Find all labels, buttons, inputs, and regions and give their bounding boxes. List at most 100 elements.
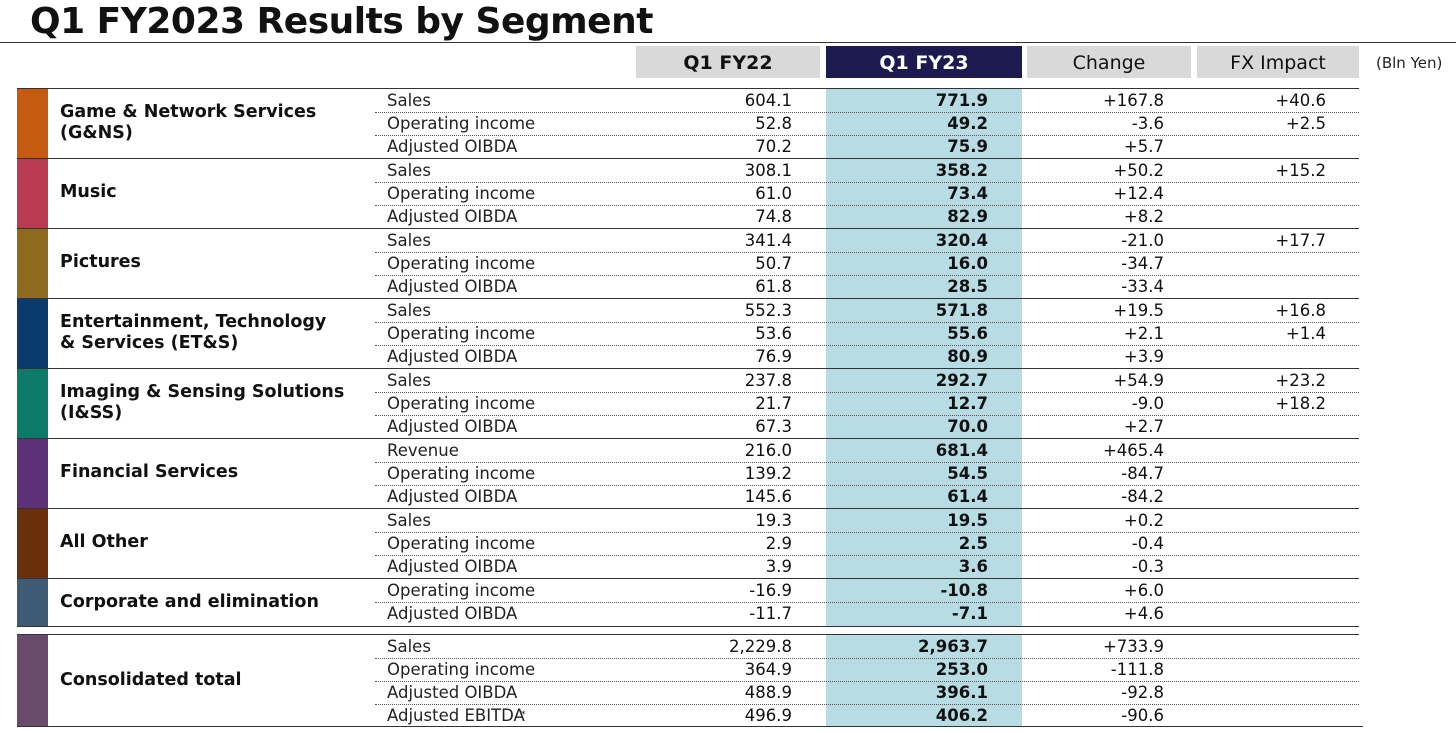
table-row: Operating income 139.2 54.5 -84.7: [0, 462, 1456, 485]
value-q1-fy23: 80.9: [947, 347, 988, 366]
metric-label: Sales: [387, 511, 431, 530]
value-change: +2.7: [1123, 417, 1164, 436]
table-row: Operating income 21.7 12.7 -9.0 +18.2: [0, 392, 1456, 415]
value-q1-fy22: 139.2: [744, 464, 792, 483]
segment-top-rule: [17, 508, 1359, 509]
segment-top-rule: [17, 298, 1359, 299]
row-separator: [375, 252, 1359, 253]
table-row: Sales 237.8 292.7 +54.9 +23.2: [0, 369, 1456, 392]
value-q1-fy23: 571.8: [935, 301, 988, 320]
value-q1-fy22: 216.0: [744, 441, 792, 460]
table-row: Revenue 216.0 681.4 +465.4: [0, 439, 1456, 462]
segment-name: All Other: [60, 532, 148, 552]
value-change: -84.7: [1121, 464, 1164, 483]
value-q1-fy22: 496.9: [744, 706, 792, 725]
segment-color-bar: [17, 579, 48, 627]
value-q1-fy22: 70.2: [755, 137, 792, 156]
value-change: -84.2: [1121, 487, 1164, 506]
value-q1-fy23: 73.4: [947, 184, 988, 203]
value-change: +5.7: [1123, 137, 1164, 156]
value-q1-fy22: 67.3: [755, 417, 792, 436]
value-change: +0.2: [1123, 511, 1164, 530]
segments-bottom-rule: [17, 626, 1359, 627]
metric-label: Operating income: [387, 534, 536, 553]
value-q1-fy22: 50.7: [755, 254, 792, 273]
value-q1-fy23: 55.6: [947, 324, 988, 343]
value-q1-fy23: 406.2: [935, 706, 988, 725]
row-separator: [375, 602, 1359, 603]
value-change: -0.3: [1131, 557, 1164, 576]
highlight-band: [826, 509, 1022, 578]
value-q1-fy23: 771.9: [935, 91, 988, 110]
value-q1-fy23: 253.0: [935, 660, 988, 679]
value-q1-fy23: 70.0: [947, 417, 988, 436]
table-row: Adjusted OIBDA 67.3 70.0 +2.7: [0, 415, 1456, 438]
value-q1-fy22: -11.7: [749, 604, 792, 623]
segment-name: Corporate and elimination: [60, 591, 319, 612]
row-separator: [375, 415, 1359, 416]
metric-label: Sales: [387, 371, 431, 390]
segment-color-bar: [17, 299, 48, 368]
row-separator: [375, 345, 1359, 346]
value-q1-fy23: 16.0: [947, 254, 988, 273]
row-separator: [375, 322, 1359, 323]
value-q1-fy23: -7.1: [951, 604, 988, 623]
value-fx-impact: +23.2: [1275, 371, 1326, 390]
segment-color-bar: [17, 159, 48, 228]
row-separator: [375, 681, 1359, 682]
segment-top-rule: [17, 578, 1359, 579]
metric-label: Adjusted OIBDA: [387, 417, 518, 436]
table-row: Sales 341.4 320.4 -21.0 +17.7: [0, 229, 1456, 252]
metric-label: Operating income: [387, 254, 536, 273]
value-q1-fy22: 2.9: [765, 534, 792, 553]
highlight-band: [826, 579, 1022, 627]
value-q1-fy23: 681.4: [935, 441, 988, 460]
highlight-band: [826, 299, 1022, 368]
table-row: Operating income 2.9 2.5 -0.4: [0, 532, 1456, 555]
value-q1-fy22: 53.6: [755, 324, 792, 343]
segment-top-rule: [17, 228, 1359, 229]
row-separator: [375, 135, 1359, 136]
value-q1-fy23: 75.9: [947, 137, 988, 156]
value-q1-fy23: 19.5: [947, 511, 988, 530]
value-q1-fy22: 2,229.8: [729, 637, 792, 656]
row-separator: [375, 532, 1359, 533]
row-separator: [375, 555, 1359, 556]
segment-color-bar: [17, 89, 48, 158]
value-fx-impact: +1.4: [1285, 324, 1326, 343]
metric-label: Adjusted OIBDA: [387, 683, 518, 702]
value-q1-fy23: 396.1: [935, 683, 988, 702]
metric-label: Operating income: [387, 464, 536, 483]
row-separator: [375, 485, 1359, 486]
value-q1-fy23: 28.5: [947, 277, 988, 296]
highlight-band: [826, 159, 1022, 228]
value-change: +50.2: [1113, 161, 1164, 180]
value-change: -111.8: [1110, 660, 1164, 679]
value-q1-fy23: 82.9: [947, 207, 988, 226]
value-change: -9.0: [1131, 394, 1164, 413]
segment-color-bar: [17, 229, 48, 298]
value-q1-fy22: 3.9: [765, 557, 792, 576]
segment-name: Music: [60, 182, 117, 202]
value-change: +465.4: [1102, 441, 1164, 460]
value-change: +733.9: [1102, 637, 1164, 656]
table-row: Adjusted OIBDA 488.9 396.1 -92.8: [0, 681, 1456, 704]
metric-label: Adjusted OIBDA: [387, 604, 518, 623]
value-q1-fy22: 145.6: [744, 487, 792, 506]
value-q1-fy22: 237.8: [744, 371, 792, 390]
value-q1-fy22: 21.7: [755, 394, 792, 413]
value-q1-fy22: 488.9: [744, 683, 792, 702]
value-change: +4.6: [1123, 604, 1164, 623]
table-row: Sales 604.1 771.9 +167.8 +40.6: [0, 89, 1456, 112]
value-q1-fy22: 74.8: [755, 207, 792, 226]
segment-name: Financial Services: [60, 462, 239, 482]
value-fx-impact: +17.7: [1275, 231, 1326, 250]
highlight-band: [826, 439, 1022, 508]
table-row: Adjusted OIBDA 74.8 82.9 +8.2: [0, 205, 1456, 228]
metric-label: Adjusted OIBDA: [387, 557, 518, 576]
metric-label: Sales: [387, 161, 431, 180]
value-change: +12.4: [1113, 184, 1164, 203]
row-separator: [375, 182, 1359, 183]
value-fx-impact: +18.2: [1275, 394, 1326, 413]
table-row: Operating income -16.9 -10.8 +6.0: [0, 579, 1456, 602]
